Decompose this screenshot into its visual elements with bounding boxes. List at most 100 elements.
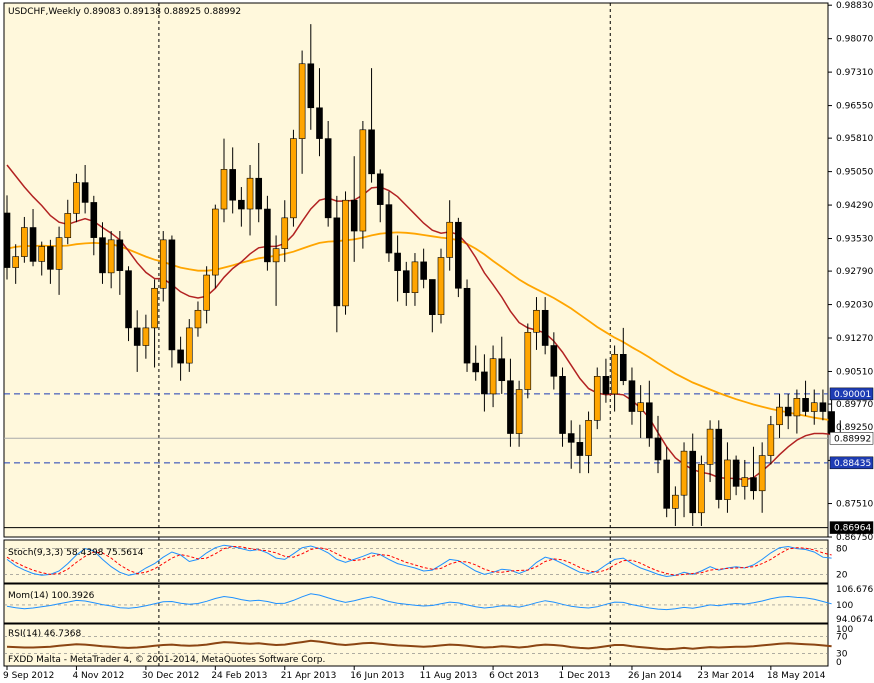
stoch-tick-label: 20 — [836, 570, 848, 580]
candle-bear — [689, 450, 697, 514]
candle-bear — [559, 376, 566, 434]
candle-bear — [481, 371, 488, 395]
price-tick-label: 0.86750 — [836, 533, 873, 543]
price-tick-label: 0.89770 — [836, 400, 873, 410]
candle-bear — [3, 212, 11, 268]
price-label-box-low — [829, 521, 874, 534]
price-label-current: 0.88992 — [834, 434, 871, 444]
candle-bull — [585, 420, 592, 456]
candle-bear — [507, 380, 514, 434]
candle-bull — [533, 309, 540, 333]
stoch-panel — [3, 539, 829, 584]
candle-bear — [750, 477, 757, 492]
candle-bear — [402, 270, 410, 293]
time-tick-label: 30 Dec 2012 — [142, 671, 200, 681]
candle-bear — [47, 246, 54, 270]
candle-bear — [819, 402, 827, 412]
candle-bear — [602, 376, 610, 395]
candle-bear — [802, 398, 809, 412]
price-label-low: 0.86964 — [834, 524, 871, 534]
price-tick-label: 0.87510 — [836, 500, 873, 510]
price-label-support: 0.88435 — [834, 459, 871, 469]
candle-bull — [64, 213, 72, 238]
candle-bear — [646, 402, 653, 439]
candle-bull — [73, 182, 80, 214]
momentum-panel — [3, 583, 829, 624]
candle-bear — [385, 204, 393, 254]
candle-bull — [203, 274, 210, 311]
stoch-main-line — [6, 544, 832, 578]
candle-bear — [541, 309, 549, 346]
candle-bear — [567, 433, 575, 443]
price-tick-label: 0.91270 — [836, 334, 873, 344]
candle-bull — [724, 459, 731, 500]
rsi-header: RSI(14) 46.7368 — [8, 629, 81, 639]
candle-bear — [368, 129, 375, 175]
candle-bull — [810, 402, 818, 412]
price-label-box-current — [829, 432, 874, 445]
candle-bull — [446, 221, 453, 258]
candle-bear — [550, 345, 558, 377]
candle-bear — [394, 252, 401, 271]
price-label-box-support — [829, 456, 874, 470]
candle-bull — [758, 455, 766, 492]
candle-bull — [194, 309, 202, 329]
candle-bear — [255, 177, 263, 210]
stoch-header: Stoch(9,3,3) 58.4398 75.5614 — [8, 548, 144, 558]
time-tick-label: 26 Jan 2014 — [628, 671, 682, 681]
candle-bull — [515, 389, 523, 434]
candle-bear — [99, 237, 106, 274]
rsi-tick-label: 0 — [836, 658, 842, 668]
time-tick-label: 23 Mar 2014 — [697, 671, 754, 681]
candle-bear — [376, 173, 384, 205]
candle-bear — [125, 270, 132, 329]
candle-bull — [159, 239, 167, 289]
candle-bear — [264, 208, 271, 263]
candle-bull — [142, 327, 150, 346]
price-label-box-resistance — [829, 387, 874, 401]
mom-tick-label: 94.0674 — [836, 615, 873, 625]
candle-bull — [281, 217, 289, 249]
rsi-rsi-line — [6, 639, 832, 651]
candle-bear — [168, 239, 176, 351]
candle-bear — [324, 138, 332, 219]
rsi-tick-label: 70 — [836, 633, 848, 643]
candle-bear — [463, 287, 471, 364]
candle-bull — [151, 287, 158, 329]
candle-bear — [116, 239, 124, 271]
candle-bear — [90, 202, 98, 238]
candle-bull — [107, 239, 115, 274]
candle-bear — [472, 362, 480, 373]
candle-bull — [776, 406, 783, 426]
candle-bear — [628, 380, 636, 412]
time-tick-label: 24 Feb 2013 — [211, 671, 267, 681]
candle-bull — [411, 261, 419, 293]
candle-bull — [706, 428, 714, 465]
candle-bear — [81, 182, 89, 203]
price-tick-label: 0.98830 — [836, 1, 873, 11]
candle-bear — [576, 442, 584, 456]
candle-bull — [55, 237, 63, 270]
candle-bear — [663, 459, 670, 509]
time-tick-label: 11 Aug 2013 — [420, 671, 478, 681]
price-tick-label: 0.89250 — [836, 423, 873, 433]
candle-bear — [238, 199, 245, 210]
candle-bull — [793, 398, 801, 417]
candle-bull — [220, 169, 228, 210]
candle-bear — [333, 217, 341, 307]
candle-bear — [784, 406, 792, 417]
candle-bear — [455, 221, 462, 289]
time-tick-label: 6 Oct 2013 — [489, 671, 539, 681]
time-tick-label: 16 Jun 2013 — [350, 671, 404, 681]
time-tick-label: 18 May 2014 — [767, 671, 826, 681]
candle-bull — [637, 402, 644, 412]
candle-bull — [290, 138, 297, 219]
price-tick-label: 0.96550 — [836, 102, 873, 112]
time-tick-label: 9 Sep 2012 — [3, 671, 54, 681]
candles — [3, 24, 844, 526]
chart-header: USDCHF,Weekly 0.89083 0.89138 0.88925 0.… — [8, 7, 241, 17]
candle-bear — [316, 107, 323, 139]
price-tick-label: 0.98070 — [836, 35, 873, 45]
price-tick-label: 0.94290 — [836, 201, 873, 211]
